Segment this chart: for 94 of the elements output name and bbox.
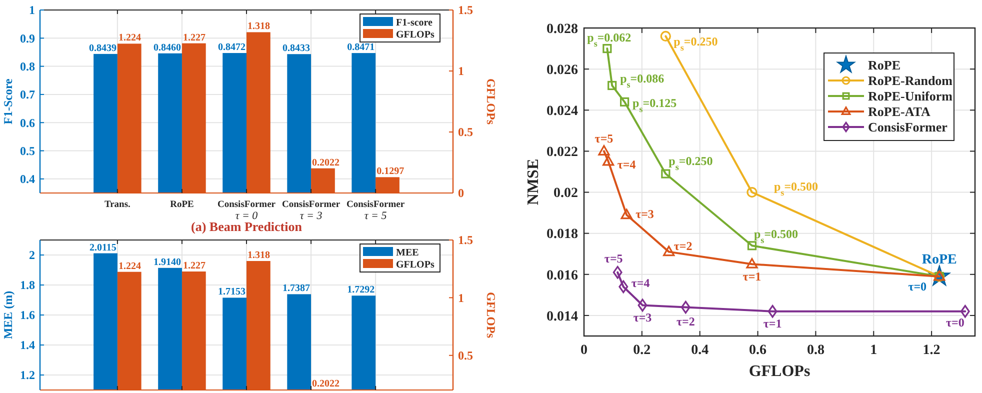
y-tick-label: 0.014 — [546, 309, 578, 324]
y-tick-label: 0.4 — [20, 172, 35, 186]
y2-tick-label: 0.5 — [458, 348, 473, 363]
x-axis-title: GFLOPs — [748, 363, 810, 380]
x-tick-label: 0.2 — [633, 343, 651, 358]
annotation: p$_{s}$=0.125 — [632, 96, 677, 114]
data-label: 1.224 — [118, 32, 141, 44]
annotation: τ=1 — [742, 269, 762, 284]
x-tick-label: RoPE — [170, 200, 194, 210]
y-tick-label: 0.8 — [20, 60, 35, 74]
y-tick-label: 0.9 — [20, 31, 35, 46]
legend-label: GFLOPs — [396, 30, 434, 40]
y-axis-title: MEE (m) — [1, 290, 15, 340]
legend-label: RoPE — [868, 58, 900, 73]
x-tick-label: 0.6 — [749, 343, 767, 358]
annotation: τ=5 — [594, 131, 614, 146]
annotation: p$_{s}$=0.086 — [620, 72, 664, 90]
data-label: 1.7153 — [218, 286, 246, 298]
data-label: 1.9140 — [153, 256, 181, 268]
y2-tick-label: 0.5 — [458, 125, 473, 140]
y-tick-label: 2 — [29, 248, 35, 262]
y2-tick-label: 1 — [458, 64, 464, 78]
y-tick-label: 0.024 — [546, 104, 578, 120]
y-tick-label: 0.022 — [546, 145, 578, 160]
x-tick-label: 0.8 — [806, 343, 824, 358]
annotation: τ=3 — [636, 207, 654, 222]
data-label: 1.7387 — [282, 283, 310, 294]
x-tick-label: ConsisFormer τ = 5 — [346, 200, 406, 222]
y-tick-label: 0.026 — [546, 62, 578, 78]
annotation: τ=0 — [908, 280, 927, 294]
legend-label: RoPE-Random — [868, 73, 953, 88]
y-axis-title: F1-Score — [1, 78, 15, 124]
data-label: 0.8472 — [218, 42, 246, 54]
y2-tick-label: 1 — [458, 290, 464, 305]
y-tick-label: 0.018 — [546, 227, 578, 242]
legend-label: MEE — [396, 248, 420, 258]
legend-label: F1-score — [396, 18, 434, 28]
y-tick-label: 0.02 — [554, 186, 578, 202]
annotation: p$_{s}$=0.062 — [587, 30, 632, 49]
annotation: τ=5 — [604, 252, 623, 266]
text: (a) Beam Prediction — [191, 219, 303, 234]
x-tick-label: 0 — [580, 343, 588, 358]
y-tick-label: 0.6 — [20, 116, 35, 130]
y-tick-label: 0.7 — [20, 88, 35, 102]
data-label: 1.227 — [182, 260, 206, 272]
data-label: 0.8433 — [282, 43, 310, 54]
x-tick-label: ConsisFormer τ = 0 — [217, 200, 276, 222]
annotation: p$_{s}$=0.250 — [668, 154, 713, 172]
legend-label: ConsisFormer — [868, 120, 948, 135]
y-tick-label: 1.4 — [20, 338, 35, 352]
annotation: τ=4 — [631, 276, 650, 290]
y-tick-label: 1 — [29, 3, 35, 18]
annotation: p$_{s}$=0.500 — [754, 226, 798, 245]
annotation: p$_{s}$=0.500 — [774, 179, 818, 198]
y2-axis-title: GFLOPs — [484, 292, 498, 338]
annotation: τ=3 — [633, 310, 652, 324]
x-tick-label: 0.4 — [691, 343, 709, 358]
y2-tick-label: 0 — [458, 186, 464, 200]
legend-label: GFLOPs — [396, 260, 434, 270]
annotation: τ=1 — [763, 316, 782, 331]
legend-label: RoPE-Uniform — [868, 88, 953, 104]
x-tick-label: 1.2 — [922, 343, 940, 358]
annotation: τ=4 — [617, 158, 636, 172]
data-label: 1.318 — [248, 250, 270, 261]
annotation: RoPE — [922, 252, 957, 268]
y-tick-label: 1.8 — [20, 278, 35, 292]
data-label: 1.7292 — [347, 284, 375, 296]
annotation: τ=0 — [946, 316, 964, 330]
data-label: 0.8471 — [347, 42, 375, 54]
annotation: τ=2 — [674, 239, 692, 254]
data-label: 0.1297 — [376, 166, 404, 178]
data-label: 1.318 — [248, 21, 270, 32]
y2-axis-title: GFLOPs — [484, 78, 498, 125]
legend-label: RoPE-ATA — [868, 104, 931, 120]
y-tick-label: 0.5 — [20, 144, 35, 158]
y2-tick-label: 1.5 — [458, 233, 473, 248]
y-tick-label: 1.6 — [20, 308, 35, 322]
data-label: 0.2022 — [312, 157, 340, 168]
annotation: τ=2 — [676, 314, 695, 328]
y-tick-label: 0.028 — [546, 22, 578, 37]
data-label: 0.8460 — [153, 42, 181, 54]
annotation: p$_{s}$=0.250 — [674, 34, 718, 52]
y-tick-label: 1.2 — [20, 368, 35, 382]
y2-tick-label: 1.5 — [458, 3, 473, 18]
data-label: 1.227 — [182, 32, 206, 44]
data-label: 2.0115 — [89, 242, 116, 254]
y-tick-label: 0.016 — [546, 268, 578, 284]
x-tick-label: 1 — [870, 343, 878, 358]
x-tick-label: Trans. — [104, 200, 130, 210]
data-label: 0.8439 — [88, 42, 116, 54]
x-tick-label: ConsisFormer τ = 3 — [282, 200, 341, 222]
data-label: 0.2022 — [312, 378, 340, 390]
data-label: 1.224 — [118, 260, 141, 272]
y-axis-title: NMSE — [525, 158, 542, 206]
